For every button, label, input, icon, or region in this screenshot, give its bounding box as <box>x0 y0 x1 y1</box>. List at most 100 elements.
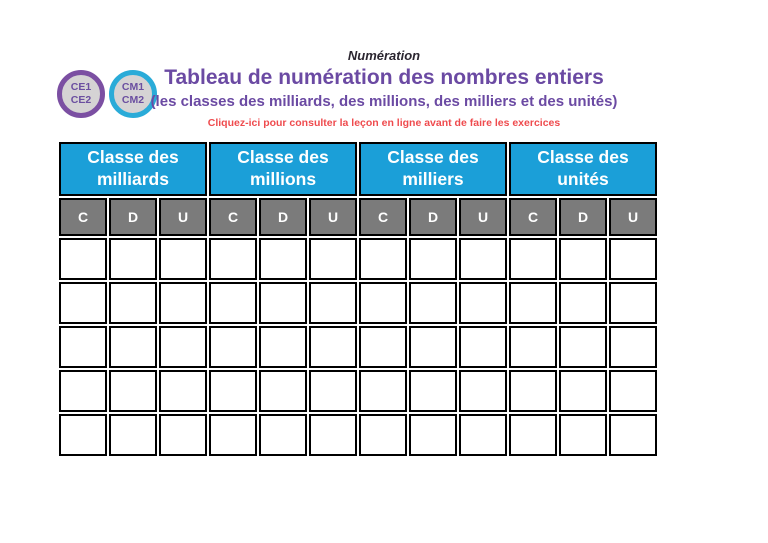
class-header-1: Classe des millions <box>209 142 357 196</box>
sub-header-d-0: D <box>109 198 157 236</box>
digit-cell <box>59 238 107 280</box>
class-header-label: Classe des <box>387 147 479 168</box>
level-badges: CE1 CE2 CM1 CM2 <box>57 70 157 118</box>
digit-cell <box>509 370 557 412</box>
digit-cell <box>359 414 407 456</box>
digit-cell <box>609 414 657 456</box>
class-header-2: Classe des milliers <box>359 142 507 196</box>
digit-cell <box>409 238 457 280</box>
digit-cell <box>459 326 507 368</box>
sub-header-u-0: U <box>159 198 207 236</box>
digit-cell <box>109 326 157 368</box>
page-subtitle: (les classes des milliards, des millions… <box>150 93 618 110</box>
digit-cell <box>59 414 107 456</box>
digit-cell <box>59 370 107 412</box>
badge-line: CM1 <box>121 80 145 93</box>
digit-cell <box>209 238 257 280</box>
sub-header-u-1: U <box>309 198 357 236</box>
digit-cell <box>409 326 457 368</box>
digit-cell <box>509 282 557 324</box>
digit-cell <box>109 238 157 280</box>
digit-cell <box>259 282 307 324</box>
table-row <box>59 282 657 324</box>
digit-cell <box>309 326 357 368</box>
numeration-table: Classe des milliards Classe des millions Cla… <box>57 140 659 458</box>
class-header-3: Classe des unités <box>509 142 657 196</box>
digit-cell <box>359 326 407 368</box>
digit-cell <box>459 370 507 412</box>
table-body <box>59 238 657 456</box>
sub-header-u-3: U <box>609 198 657 236</box>
digit-cell <box>109 282 157 324</box>
digit-cell <box>159 238 207 280</box>
digit-cell <box>309 370 357 412</box>
digit-cell <box>559 414 607 456</box>
digit-cell <box>59 282 107 324</box>
digit-cell <box>509 326 557 368</box>
table-row <box>59 238 657 280</box>
class-header-0: Classe des milliards <box>59 142 207 196</box>
sub-header-c-3: C <box>509 198 557 236</box>
sub-header-c-2: C <box>359 198 407 236</box>
sub-header-c-0: C <box>59 198 107 236</box>
digit-cell <box>459 238 507 280</box>
sub-header-d-2: D <box>409 198 457 236</box>
class-header-row: Classe des milliards Classe des millions Cla… <box>59 142 657 196</box>
digit-cell <box>259 370 307 412</box>
digit-cell <box>559 282 607 324</box>
digit-cell <box>509 414 557 456</box>
class-header-label: milliards <box>97 169 169 189</box>
table-head: Classe des milliards Classe des millions Cla… <box>59 142 657 236</box>
digit-cell <box>159 414 207 456</box>
digit-cell <box>259 414 307 456</box>
digit-cell <box>459 282 507 324</box>
class-header-label: Classe des <box>537 147 629 168</box>
class-header-label: millions <box>249 169 317 189</box>
digit-cell <box>159 282 207 324</box>
digit-cell <box>209 414 257 456</box>
header-block: Numération Tableau de numération des nom… <box>0 48 768 131</box>
badge-cm1-cm2: CM1 CM2 <box>109 70 157 118</box>
digit-cell <box>159 370 207 412</box>
digit-cell <box>559 238 607 280</box>
badge-ce1-ce2: CE1 CE2 <box>57 70 105 118</box>
badge-line: CE1 <box>70 80 92 93</box>
page-title: Tableau de numération des nombres entier… <box>164 66 604 89</box>
table-row <box>59 414 657 456</box>
digit-cell <box>259 326 307 368</box>
digit-cell <box>209 370 257 412</box>
digit-cell <box>309 282 357 324</box>
digit-cell <box>409 282 457 324</box>
table-row <box>59 326 657 368</box>
badge-line: CM2 <box>121 94 145 106</box>
lesson-link[interactable]: Cliquez-ici pour consulter la leçon en l… <box>207 117 561 129</box>
class-header-label: milliers <box>402 169 464 189</box>
sub-header-u-2: U <box>459 198 507 236</box>
digit-cell <box>409 414 457 456</box>
digit-cell <box>509 238 557 280</box>
digit-cell <box>109 414 157 456</box>
sub-header-d-1: D <box>259 198 307 236</box>
sub-header-c-1: C <box>209 198 257 236</box>
sub-header-d-3: D <box>559 198 607 236</box>
digit-cell <box>59 326 107 368</box>
digit-cell <box>559 370 607 412</box>
class-header-label: Classe des <box>237 147 329 168</box>
digit-cell <box>609 370 657 412</box>
digit-cell <box>309 414 357 456</box>
digit-cell <box>359 282 407 324</box>
digit-cell <box>159 326 207 368</box>
class-header-label: Classe des <box>87 147 179 168</box>
digit-cell <box>409 370 457 412</box>
digit-cell <box>609 238 657 280</box>
digit-cell <box>459 414 507 456</box>
digit-cell <box>309 238 357 280</box>
class-header-label: unités <box>557 169 609 189</box>
table-row <box>59 370 657 412</box>
badge-line: CE2 <box>70 94 92 106</box>
digit-cell <box>259 238 307 280</box>
digit-cell <box>609 326 657 368</box>
digit-cell <box>559 326 607 368</box>
category-label: Numération <box>347 48 421 63</box>
